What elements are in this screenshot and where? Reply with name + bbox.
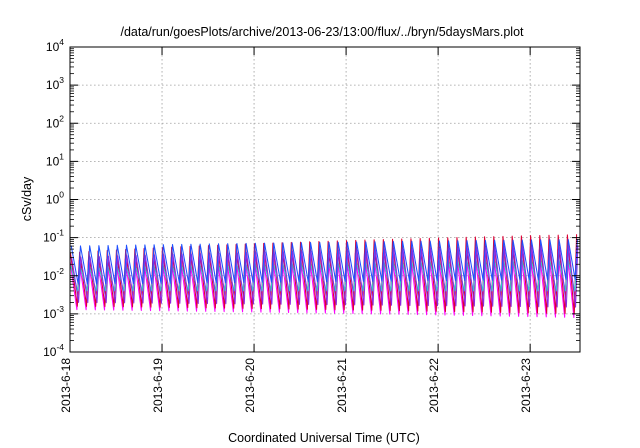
series-line (70, 238, 578, 285)
y-tick-label: 10-4 (43, 342, 64, 359)
chart-title: /data/run/goesPlots/archive/2013-06-23/1… (120, 25, 524, 39)
x-tick-label: 2013-6-20 (243, 358, 257, 413)
y-tick-label: 102 (46, 113, 64, 130)
series-line (71, 245, 579, 308)
y-tick-label: 104 (46, 37, 64, 54)
y-tick-label: 101 (46, 151, 64, 168)
y-axis-label: cSv/day (20, 176, 34, 221)
series-layer (69, 234, 579, 318)
x-tick-label: 2013-6-19 (151, 358, 165, 413)
x-axis-label: Coordinated Universal Time (UTC) (228, 431, 420, 445)
x-tick-label: 2013-6-21 (335, 358, 349, 413)
y-tick-label: 10-1 (43, 228, 64, 245)
y-tick-label: 10-2 (43, 266, 64, 283)
axis-layer: 10-4 10-3 10-2 10-1 100 101 102 103 104 2013-6-18… (43, 37, 580, 413)
y-tick-label: 10-3 (43, 304, 64, 321)
x-tick-label: 2013-6-22 (427, 358, 441, 413)
plot-area-border (69, 46, 581, 353)
y-tick-label: 103 (46, 75, 64, 92)
grid-layer (69, 47, 580, 352)
x-tick-label: 2013-6-18 (59, 358, 73, 413)
x-tick-label: 2013-6-23 (519, 358, 533, 413)
y-tick-label: 100 (46, 190, 64, 207)
